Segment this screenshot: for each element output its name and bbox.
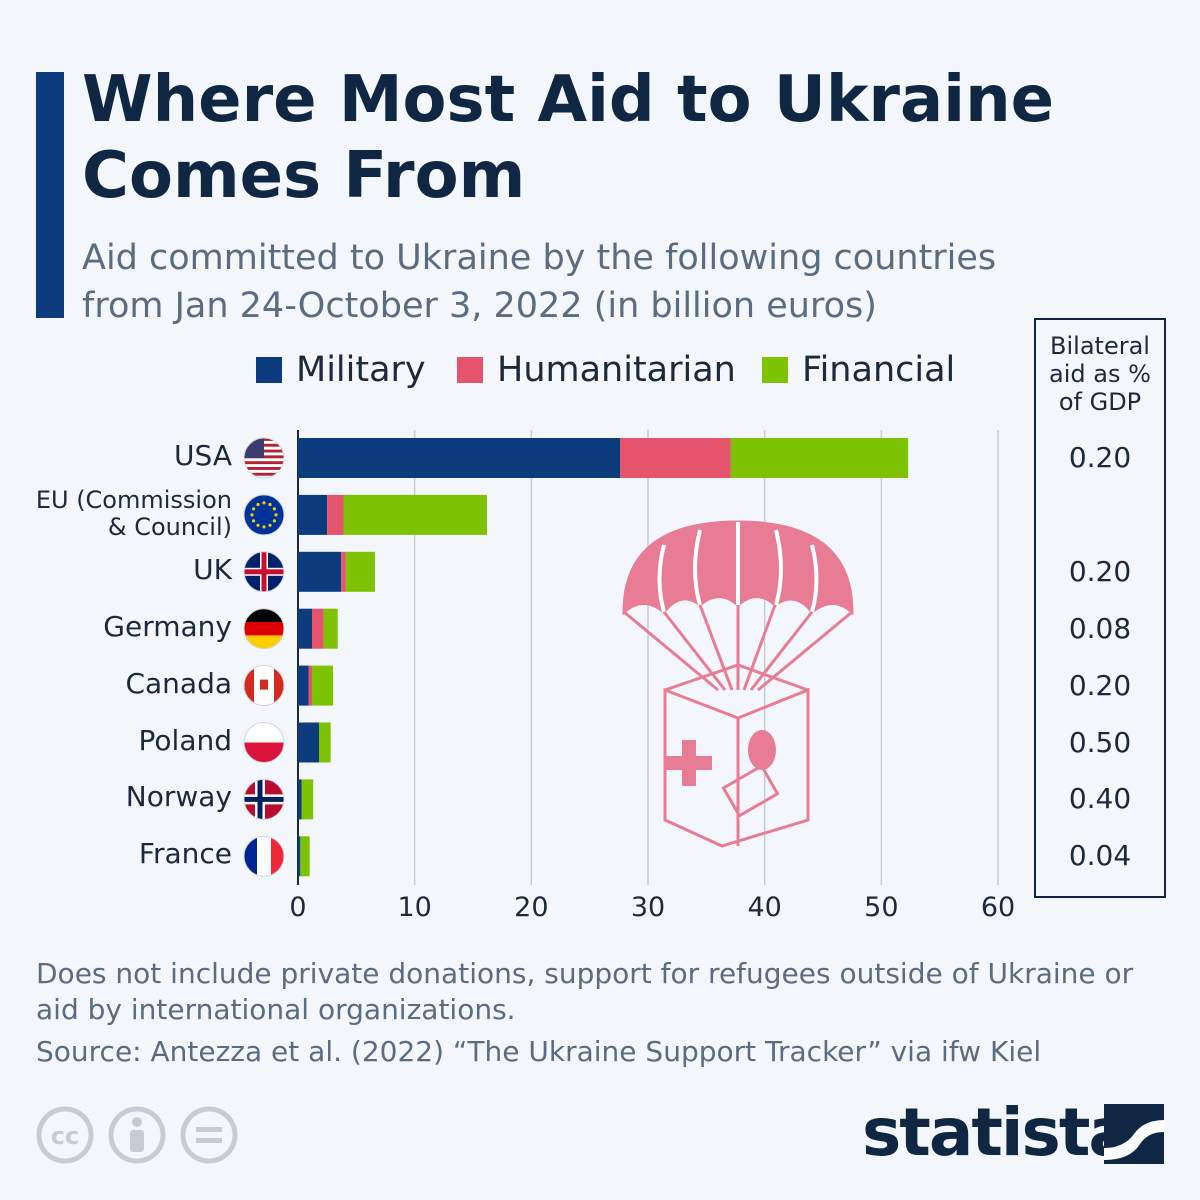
bar-financial <box>319 722 331 763</box>
bar-military <box>298 438 620 478</box>
bar-humanitarian <box>327 494 344 535</box>
country-label: Germany <box>103 609 232 643</box>
gdp-share-value: 0.50 <box>1068 725 1132 759</box>
cc-icon <box>36 1106 94 1164</box>
legend-label: Humanitarian <box>497 350 736 390</box>
legend-label: Financial <box>802 350 956 390</box>
gdp-share-value: 0.20 <box>1068 668 1132 702</box>
legend-swatch <box>457 357 483 383</box>
flag-icon <box>243 665 285 707</box>
country-label: France <box>138 837 232 871</box>
country-label: Canada <box>125 666 232 700</box>
x-tick-label: 0 <box>289 892 307 923</box>
gdp-share-value: 0.04 <box>1068 839 1132 873</box>
chart-subtitle: Aid committed to Ukraine by the followin… <box>82 238 997 326</box>
x-tick-label: 20 <box>514 892 549 923</box>
bar-military <box>298 608 312 649</box>
footnote: Does not include private donations, supp… <box>36 957 1134 1026</box>
bar-military <box>298 494 328 535</box>
country-label: Poland <box>138 723 232 757</box>
bar-financial <box>730 438 909 478</box>
x-tick-label: 60 <box>980 892 1016 923</box>
country-label: EU (Commission & Council) <box>35 485 232 541</box>
bar-financial <box>345 551 375 592</box>
x-tick-label: 50 <box>864 892 899 923</box>
license-icons: cc <box>36 1106 238 1164</box>
svg-text:cc: cc <box>51 1122 79 1150</box>
legend-financial: Financial <box>762 350 955 390</box>
title-accent-bar <box>36 72 64 318</box>
legend-swatch <box>762 357 788 383</box>
gdp-share-value: 0.08 <box>1068 611 1132 645</box>
flag-icon <box>243 494 285 536</box>
gdp-share-value: 0.40 <box>1068 782 1132 816</box>
x-tick-label: 10 <box>397 892 432 923</box>
bar-military <box>298 779 302 820</box>
flag-icon <box>243 437 285 479</box>
country-label: Norway <box>125 780 232 814</box>
flag-icon <box>243 722 285 763</box>
bar-financial <box>300 836 310 877</box>
gdp-share-value: 0.20 <box>1068 441 1132 474</box>
bar-financial <box>312 665 333 706</box>
bar-military <box>298 665 309 706</box>
bar-military <box>298 836 301 877</box>
flag-icon <box>243 608 285 650</box>
bar-military <box>298 551 342 592</box>
statista-logo: statista <box>862 1094 1133 1171</box>
bar-financial <box>301 779 314 820</box>
bar-financial <box>343 494 487 535</box>
bar-humanitarian <box>312 608 324 649</box>
statista-logo-icon <box>1104 1104 1164 1164</box>
country-label: USA <box>174 439 232 472</box>
bar-humanitarian <box>308 665 312 706</box>
parachute-aid-illustration <box>622 520 854 848</box>
flag-icon <box>243 551 285 593</box>
chart-title: Where Most Aid to Ukraine Comes From <box>82 63 1055 213</box>
attribution-icon <box>108 1106 166 1164</box>
bar-humanitarian <box>620 438 731 478</box>
country-label: UK <box>193 552 232 586</box>
legend-swatch <box>256 357 282 383</box>
source-note: Source: Antezza et al. (2022) “The Ukrai… <box>36 1035 1042 1068</box>
legend-humanitarian: Humanitarian <box>457 350 736 390</box>
bar-humanitarian <box>341 551 346 592</box>
legend-label: Military <box>296 350 426 390</box>
legend-military: Military <box>256 350 426 390</box>
gdp-column-header: Bilateral aid as % of GDP <box>1049 332 1151 416</box>
bar-military <box>298 722 319 763</box>
no-derivatives-icon <box>180 1106 238 1164</box>
x-tick-label: 30 <box>630 892 666 923</box>
x-tick-label: 40 <box>747 892 782 923</box>
bar-financial <box>323 608 338 649</box>
gdp-column-box <box>1034 318 1166 898</box>
flag-icon <box>243 778 285 820</box>
flag-icon <box>243 835 285 877</box>
gdp-share-value: 0.20 <box>1068 554 1132 588</box>
